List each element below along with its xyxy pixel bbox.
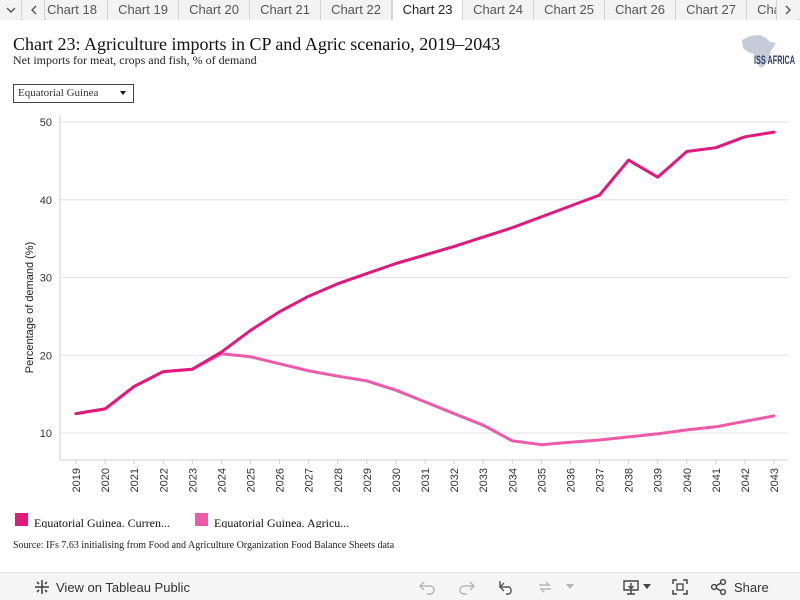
tab-strip: Chart 18 Chart 19 Chart 20 Chart 21 Chart 22… xyxy=(0,0,800,20)
x-tick-label-2024: 2024 xyxy=(216,468,228,492)
x-tick-label-2038: 2038 xyxy=(624,468,636,492)
chart-subtitle: Net imports for meat, crops and fish, % … xyxy=(13,53,257,67)
view-on-tableau-link[interactable]: View on Tableau Public xyxy=(34,573,190,600)
logo-text: ISS AFRICA xyxy=(754,53,795,67)
refresh-menu-button[interactable] xyxy=(566,573,574,600)
series-line-agric-scenario[interactable] xyxy=(74,352,776,447)
chart-title: Chart 23: Agriculture imports in CP and … xyxy=(13,34,501,54)
country-filter-value: Equatorial Guinea xyxy=(18,87,99,99)
source-note: Source: IFs 7.63 initialising from Food … xyxy=(13,540,395,551)
x-tick-label-2031: 2031 xyxy=(420,468,432,492)
x-tick-label-2043: 2043 xyxy=(769,468,781,492)
tab-chart-18[interactable]: Chart 18 xyxy=(46,0,108,20)
redo-icon xyxy=(459,581,475,595)
x-tick-label-2022: 2022 xyxy=(158,468,170,492)
x-tick-label-2027: 2027 xyxy=(304,468,316,492)
x-tick-label-2033: 2033 xyxy=(478,468,490,492)
country-filter-dropdown[interactable]: Equatorial Guinea xyxy=(13,84,134,103)
tab-chart-26[interactable]: Chart 26 xyxy=(605,0,676,20)
tabs-scroll-left-button[interactable] xyxy=(23,0,45,20)
legend-swatch-agric-scenario xyxy=(195,513,208,526)
share-label: Share xyxy=(734,579,769,595)
tab-chart-23[interactable]: Chart 23 xyxy=(392,0,463,20)
tab-chart-21[interactable]: Chart 21 xyxy=(250,0,321,20)
refresh-button[interactable] xyxy=(536,573,554,600)
chevron-down-icon xyxy=(6,7,15,13)
x-tick-label-2034: 2034 xyxy=(507,468,519,492)
africa-map-logo-icon: ISS AFRICA xyxy=(742,35,795,68)
legend-label-current-path: Equatorial Guinea. Curren... xyxy=(34,516,170,528)
y-tick-label-30: 30 xyxy=(40,273,52,285)
redo-button[interactable] xyxy=(458,573,476,600)
x-tick-label-2025: 2025 xyxy=(246,468,258,492)
revert-button[interactable] xyxy=(498,573,516,600)
legend-item-current-path[interactable]: Equatorial Guinea. Curren... xyxy=(15,512,170,528)
x-tick-label-2023: 2023 xyxy=(187,468,199,492)
tab-chart-24[interactable]: Chart 24 xyxy=(463,0,534,20)
revert-icon xyxy=(499,581,512,595)
x-tick-label-2032: 2032 xyxy=(449,468,461,492)
x-tick-label-2021: 2021 xyxy=(129,468,141,492)
refresh-icon xyxy=(539,581,551,593)
x-tick-label-2029: 2029 xyxy=(362,468,374,492)
y-tick-label-10: 10 xyxy=(40,428,52,440)
x-tick-label-2026: 2026 xyxy=(275,468,287,492)
undo-button[interactable] xyxy=(418,573,436,600)
download-icon xyxy=(623,580,639,595)
y-tick-label-20: 20 xyxy=(40,350,52,362)
x-tick-label-2042: 2042 xyxy=(740,468,752,492)
tab-chart-27[interactable]: Chart 27 xyxy=(676,0,747,20)
x-tick-label-2030: 2030 xyxy=(391,468,403,492)
tabs-menu-button[interactable] xyxy=(0,0,22,20)
caret-down-icon xyxy=(643,584,651,589)
tab-chart-25[interactable]: Chart 25 xyxy=(534,0,605,20)
view-on-tableau-label: View on Tableau Public xyxy=(56,579,190,595)
share-button[interactable]: Share xyxy=(710,573,769,600)
tab-chart-20[interactable]: Chart 20 xyxy=(179,0,250,20)
tabs-scroll-right-button[interactable] xyxy=(776,0,798,20)
x-tick-label-2041: 2041 xyxy=(711,468,723,492)
caret-down-icon xyxy=(566,584,574,589)
tableau-logo-icon xyxy=(35,580,49,594)
fullscreen-button[interactable] xyxy=(671,573,689,600)
chevron-right-icon xyxy=(785,5,791,15)
share-icon xyxy=(710,578,727,596)
x-tick-label-2040: 2040 xyxy=(682,468,694,492)
tab-chart-22[interactable]: Chart 22 xyxy=(321,0,392,20)
caret-down-icon xyxy=(120,91,126,95)
tab-chart-28[interactable]: Chart 28 xyxy=(747,0,776,20)
y-axis-label: Percentage of demand (%) xyxy=(24,242,36,373)
tabs-viewport: Chart 18 Chart 19 Chart 20 Chart 21 Chart 22… xyxy=(46,0,776,20)
x-tick-label-2019: 2019 xyxy=(71,468,83,492)
legend-item-agric-scenario[interactable]: Equatorial Guinea. Agricu... xyxy=(195,512,349,528)
x-tick-label-2028: 2028 xyxy=(333,468,345,492)
y-tick-label-40: 40 xyxy=(40,195,52,207)
iss-africa-logo: ISS AFRICA xyxy=(736,32,796,72)
x-tick-label-2039: 2039 xyxy=(653,468,665,492)
tableau-toolbar: View on Tableau Public Share xyxy=(0,572,800,600)
x-tick-label-2036: 2036 xyxy=(565,468,577,492)
undo-icon xyxy=(419,581,435,595)
download-button[interactable] xyxy=(622,573,642,600)
x-tick-label-2037: 2037 xyxy=(595,468,607,492)
y-tick-label-50: 50 xyxy=(40,117,52,129)
x-tick-label-2020: 2020 xyxy=(100,468,112,492)
legend-swatch-current-path xyxy=(15,513,28,526)
fullscreen-icon xyxy=(672,579,688,595)
tab-chart-19[interactable]: Chart 19 xyxy=(108,0,179,20)
legend-label-agric-scenario: Equatorial Guinea. Agricu... xyxy=(214,516,350,528)
x-tick-label-2035: 2035 xyxy=(536,468,548,492)
series-line-current-path[interactable] xyxy=(74,130,776,416)
download-menu-button[interactable] xyxy=(643,573,651,600)
tabs-track: Chart 18 Chart 19 Chart 20 Chart 21 Chart 22… xyxy=(46,0,776,20)
chevron-left-icon xyxy=(30,5,36,15)
